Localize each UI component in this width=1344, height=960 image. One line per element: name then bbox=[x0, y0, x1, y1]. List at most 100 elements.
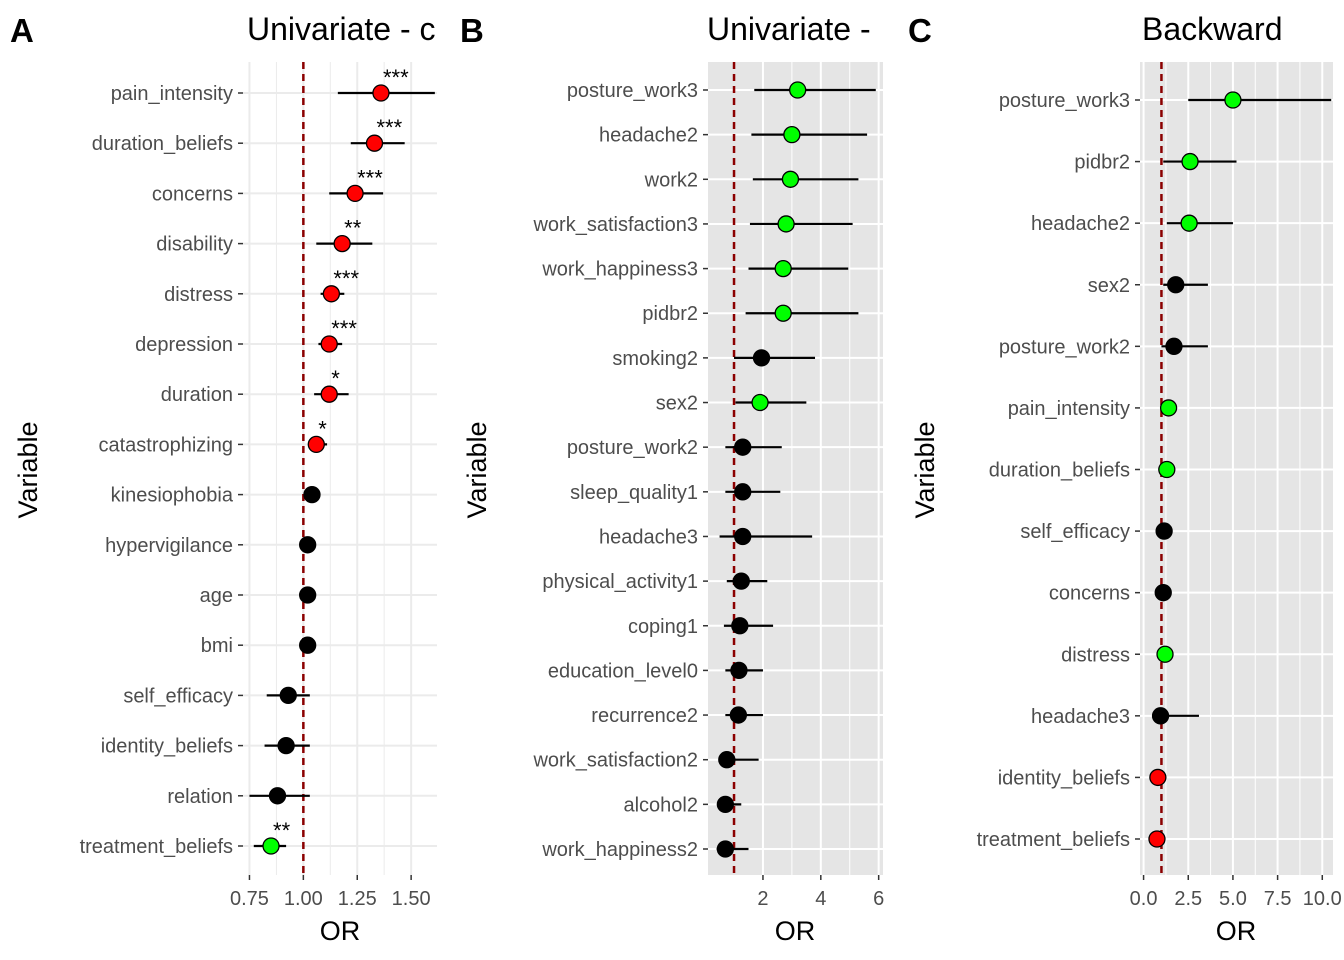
y-tick-label: recurrence2 bbox=[591, 705, 698, 727]
or-point bbox=[729, 706, 748, 724]
or-point bbox=[346, 184, 364, 203]
or-point bbox=[783, 125, 801, 144]
y-tick-label: sex2 bbox=[656, 393, 698, 415]
y-tick-label: kinesiophobia bbox=[111, 485, 234, 507]
panel-c-label: C bbox=[908, 12, 932, 49]
y-tick-label: relation bbox=[167, 786, 233, 808]
or-point bbox=[268, 787, 287, 805]
y-tick-label: catastrophizing bbox=[98, 434, 233, 456]
or-point bbox=[1156, 645, 1174, 663]
or-point bbox=[299, 536, 317, 554]
panel-a-xlabel: OR bbox=[320, 916, 361, 946]
panel-a-plot: ***pain_intensity***duration_beliefs***c… bbox=[80, 62, 437, 910]
or-point bbox=[734, 438, 752, 456]
or-point bbox=[1159, 399, 1178, 417]
or-point bbox=[365, 134, 384, 152]
panel-b-xlabel: OR bbox=[775, 916, 816, 946]
or-point bbox=[1148, 830, 1166, 848]
significance-label: *** bbox=[376, 115, 402, 140]
y-tick-label: work_satisfaction2 bbox=[532, 750, 698, 772]
significance-label: *** bbox=[333, 266, 359, 291]
y-tick-label: duration bbox=[161, 384, 233, 406]
significance-label: ** bbox=[344, 216, 362, 241]
x-tick-label: 0.0 bbox=[1130, 888, 1158, 910]
significance-label: *** bbox=[331, 316, 357, 341]
y-tick-label: identity_beliefs bbox=[101, 736, 233, 758]
x-tick-label: 6 bbox=[873, 888, 884, 910]
or-point bbox=[781, 170, 800, 188]
y-tick-label: work_satisfaction3 bbox=[532, 214, 698, 236]
or-point bbox=[1181, 152, 1199, 171]
panel-b-title: Univariate - bbox=[707, 11, 871, 47]
panel-b-label: B bbox=[460, 12, 484, 49]
y-tick-label: treatment_beliefs bbox=[977, 829, 1130, 851]
or-point bbox=[299, 586, 317, 604]
y-tick-label: pain_intensity bbox=[111, 83, 233, 105]
y-tick-label: self_efficacy bbox=[1020, 521, 1130, 543]
y-tick-label: identity_beliefs bbox=[998, 767, 1130, 789]
y-tick-label: headache3 bbox=[1031, 706, 1130, 728]
or-point bbox=[262, 837, 280, 855]
x-tick-label: 7.5 bbox=[1264, 888, 1292, 910]
y-tick-label: smoking2 bbox=[612, 348, 698, 370]
or-point bbox=[734, 483, 752, 501]
or-point bbox=[734, 527, 752, 546]
or-point bbox=[752, 349, 771, 367]
or-point bbox=[299, 636, 317, 654]
panel-c-title: Backward bbox=[1142, 11, 1283, 47]
or-point bbox=[1165, 337, 1183, 355]
or-point bbox=[774, 259, 792, 278]
panel-a: A Univariate - c ***pain_intensity***dur… bbox=[10, 11, 437, 946]
y-tick-label: work_happiness2 bbox=[541, 839, 698, 861]
or-point bbox=[731, 617, 749, 635]
y-tick-label: sex2 bbox=[1088, 275, 1130, 297]
y-tick-label: hypervigilance bbox=[105, 535, 233, 557]
panel-b-plot: posture_work3 headache2 work2 work_satisfac… bbox=[532, 62, 884, 910]
y-tick-label: depression bbox=[135, 334, 233, 356]
y-tick-label: work_happiness3 bbox=[541, 259, 698, 281]
x-tick-label: 0.75 bbox=[230, 888, 269, 910]
significance-label: *** bbox=[357, 165, 383, 190]
significance-label: * bbox=[318, 416, 327, 441]
panel-b-ylabel: Variable bbox=[462, 421, 492, 518]
significance-label: ** bbox=[273, 818, 291, 843]
x-tick-label: 2 bbox=[757, 888, 768, 910]
or-point bbox=[1149, 768, 1167, 787]
panel-c-plot: posture_work3 pidbr2 headache2 sex2 posture_… bbox=[977, 62, 1342, 910]
or-point bbox=[322, 285, 341, 303]
y-tick-label: pain_intensity bbox=[1008, 398, 1130, 420]
or-point bbox=[279, 686, 297, 705]
or-point bbox=[320, 385, 338, 403]
y-tick-label: self_efficacy bbox=[123, 685, 233, 707]
y-tick-label: headache2 bbox=[599, 125, 698, 147]
or-point bbox=[372, 84, 390, 102]
y-tick-label: distress bbox=[1061, 644, 1130, 666]
y-tick-label: bmi bbox=[201, 635, 233, 657]
x-tick-label: 5.0 bbox=[1219, 888, 1247, 910]
or-point bbox=[1154, 584, 1172, 602]
or-point bbox=[732, 572, 750, 590]
y-tick-label: coping1 bbox=[628, 616, 698, 638]
y-tick-label: concerns bbox=[152, 183, 233, 205]
x-tick-label: 1.00 bbox=[284, 888, 323, 910]
y-tick-label: treatment_beliefs bbox=[80, 836, 233, 858]
or-point bbox=[1167, 276, 1185, 294]
panel-c-ylabel: Variable bbox=[910, 421, 940, 518]
y-tick-label: duration_beliefs bbox=[92, 133, 233, 155]
y-tick-label: disability bbox=[156, 234, 233, 256]
panel-a-title: Univariate - c bbox=[247, 11, 436, 47]
x-tick-label: 4 bbox=[815, 888, 826, 910]
panel-c: C Backward posture_work3 pidbr2 headache2 s… bbox=[908, 11, 1342, 946]
or-point bbox=[789, 81, 807, 99]
y-tick-label: sleep_quality1 bbox=[570, 482, 698, 504]
plot-background bbox=[243, 62, 437, 875]
panel-a-label: A bbox=[10, 12, 34, 49]
or-point bbox=[1224, 91, 1242, 109]
y-tick-label: posture_work3 bbox=[999, 90, 1130, 112]
significance-label: * bbox=[331, 366, 340, 391]
or-point bbox=[277, 736, 295, 755]
y-tick-label: headache2 bbox=[1031, 213, 1130, 235]
or-point bbox=[777, 215, 795, 233]
panel-b: B Univariate - posture_work3 headache2 wor… bbox=[460, 11, 884, 946]
